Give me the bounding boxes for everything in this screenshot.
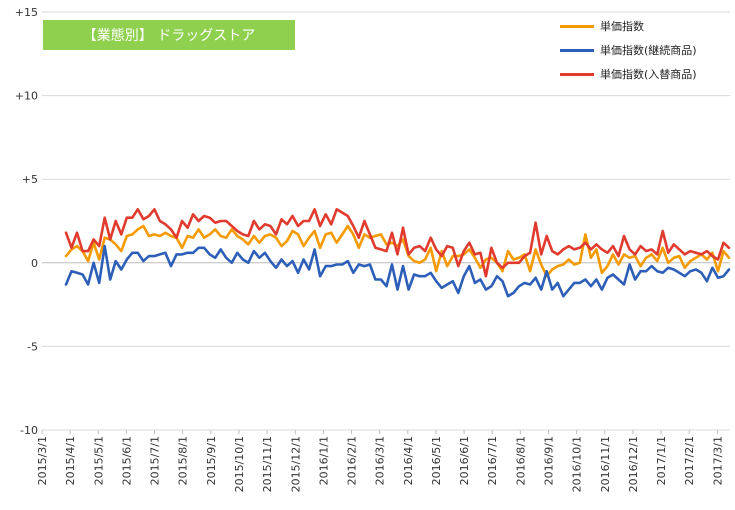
y-tick-label: -10	[20, 424, 38, 437]
gridlines	[42, 11, 730, 431]
legend-item-2: 単価指数(入替商品)	[560, 62, 697, 86]
x-tick-label: 2016/9/1	[543, 436, 556, 485]
x-tick-label: 2016/8/1	[514, 436, 527, 485]
x-tick-label: 2016/5/1	[430, 436, 443, 485]
series-line-1	[64, 244, 731, 298]
x-tick-label: 2017/1/1	[655, 436, 668, 485]
x-tick-label: 2015/3/1	[36, 436, 49, 485]
x-tick-label: 2017/3/1	[711, 436, 724, 485]
x-tick-label: 2016/3/1	[374, 436, 387, 485]
x-tick-label: 2016/10/1	[571, 436, 584, 492]
series-lines	[64, 208, 731, 298]
x-axis-ticks: 2015/3/1 2015/4/1 2015/5/1 2015/6/1 2015/7/1…	[36, 430, 724, 492]
chart-title: 【業態別】 ドラッグストア	[43, 20, 295, 50]
x-tick-label: 2015/7/1	[149, 436, 162, 485]
x-tick-label: 2015/9/1	[205, 436, 218, 485]
legend: 単価指数 単価指数(継続商品) 単価指数(入替商品)	[560, 14, 697, 86]
x-tick-label: 2016/11/1	[599, 436, 612, 492]
y-tick-label: +10	[15, 90, 38, 103]
y-tick-label: +15	[15, 6, 38, 19]
x-tick-label: 2016/2/1	[346, 436, 359, 485]
legend-item-0: 単価指数	[560, 14, 697, 38]
legend-swatch-2	[560, 72, 594, 76]
legend-label-0: 単価指数	[600, 20, 644, 33]
legend-label-2: 単価指数(入替商品)	[600, 68, 697, 81]
y-axis-ticks: -10 -5 0 +5 +10 +15	[15, 6, 38, 437]
legend-swatch-1	[560, 48, 594, 52]
x-tick-label: 2015/6/1	[120, 436, 133, 485]
x-tick-label: 2016/6/1	[458, 436, 471, 485]
x-tick-label: 2017/2/1	[683, 436, 696, 485]
x-tick-label: 2015/10/1	[233, 436, 246, 492]
legend-label-1: 単価指数(継続商品)	[600, 44, 697, 57]
legend-swatch-0	[560, 24, 594, 28]
legend-item-1: 単価指数(継続商品)	[560, 38, 697, 62]
x-tick-label: 2015/5/1	[92, 436, 105, 485]
x-tick-label: 2015/4/1	[64, 436, 77, 485]
x-tick-label: 2015/12/1	[289, 436, 302, 492]
x-tick-label: 2016/7/1	[486, 436, 499, 485]
y-tick-label: +5	[22, 173, 38, 186]
series-line-2	[64, 208, 731, 278]
x-tick-label: 2016/4/1	[402, 436, 415, 485]
x-tick-label: 2015/11/1	[261, 436, 274, 492]
x-tick-label: 2016/1/1	[317, 436, 330, 485]
x-tick-label: 2016/12/1	[627, 436, 640, 492]
x-tick-label: 2015/8/1	[177, 436, 190, 485]
y-tick-label: 0	[31, 257, 38, 270]
y-tick-label: -5	[27, 340, 38, 353]
